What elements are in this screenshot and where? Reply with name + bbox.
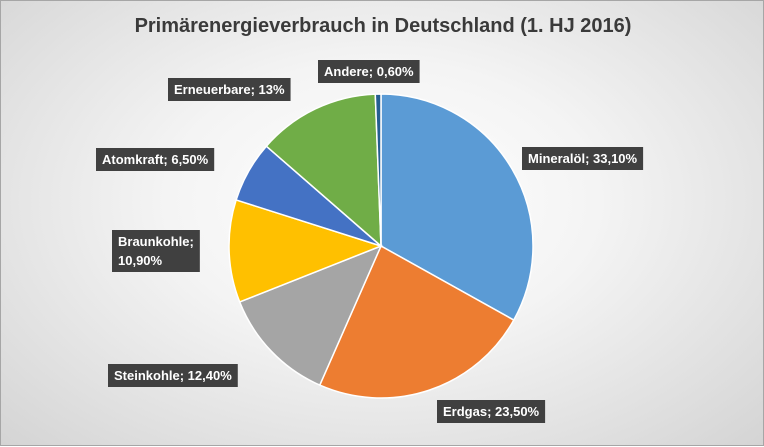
data-label-box (108, 364, 238, 387)
data-label-text: 10,90% (118, 253, 163, 268)
data-label-box (168, 78, 291, 101)
data-label-text: Atomkraft; 6,50% (102, 152, 209, 167)
data-label-mineralöl: Mineralöl; 33,10% (522, 147, 644, 170)
data-label-box (318, 60, 420, 83)
pie-slice-andere (374, 93, 382, 247)
data-label-text: Erdgas; 23,50% (443, 404, 540, 419)
data-label-andere: Andere; 0,60% (318, 60, 420, 83)
data-label-text: Steinkohle; 12,40% (114, 368, 232, 383)
data-label-steinkohle: Steinkohle; 12,40% (108, 364, 238, 387)
data-label-braunkohle: Braunkohle; 10,90% (112, 230, 200, 272)
data-label-box (96, 148, 215, 171)
pie-slice-steinkohle (238, 244, 383, 387)
pie-slice-erdgas (318, 244, 515, 399)
pie-slice-mineralöl (380, 93, 534, 322)
data-label-box (522, 147, 644, 170)
pie-slice-braunkohle (228, 198, 384, 303)
data-label-box (437, 400, 546, 423)
data-label-erdgas: Erdgas; 23,50% (437, 400, 546, 423)
data-label-erneuerbare: Erneuerbare; 13% (168, 78, 291, 101)
chart-title: Primärenergieverbrauch in Deutschland (1… (134, 15, 632, 37)
pie-slice-erneuerbare (265, 93, 382, 248)
data-label-text: Andere; 0,60% (324, 64, 414, 79)
data-label-text: Braunkohle; (118, 234, 194, 249)
data-label-box (112, 230, 200, 272)
data-label-text: Mineralöl; 33,10% (528, 151, 638, 166)
data-label-text: Erneuerbare; 13% (174, 82, 285, 97)
data-label-atomkraft: Atomkraft; 6,50% (96, 148, 215, 171)
